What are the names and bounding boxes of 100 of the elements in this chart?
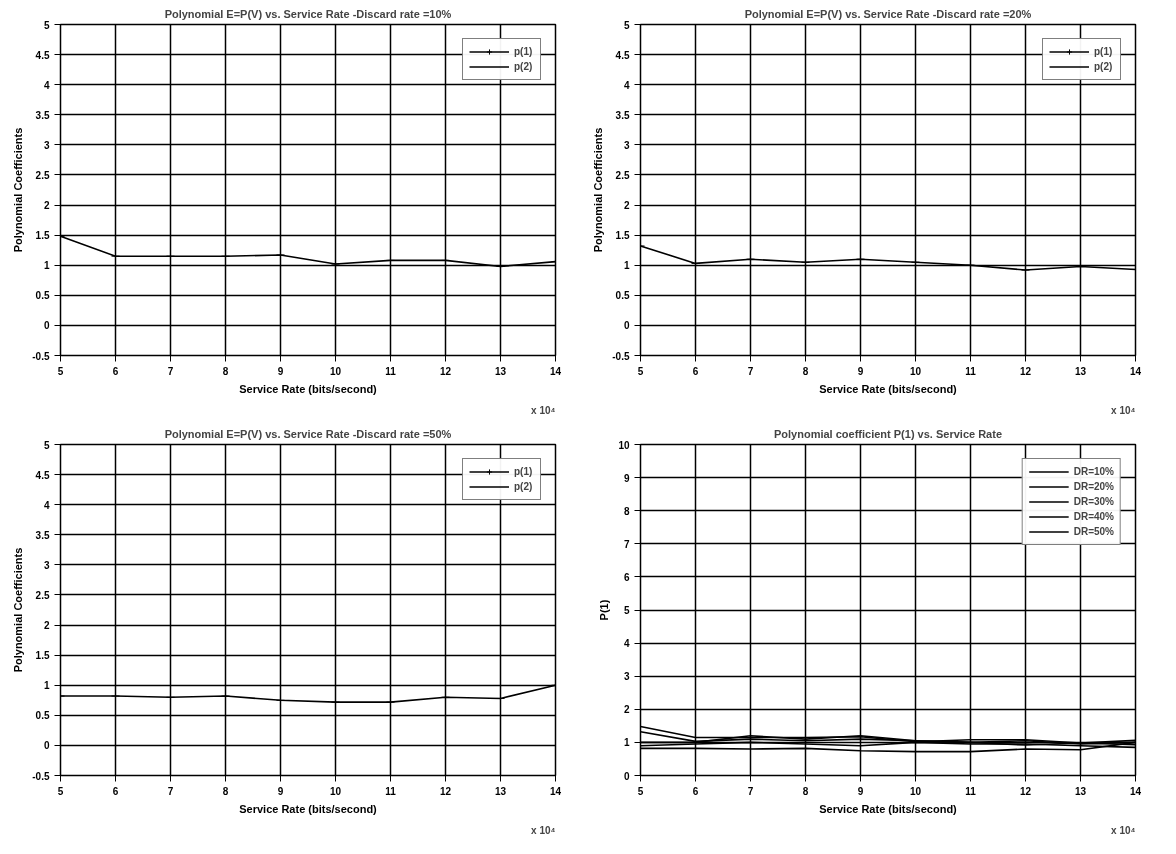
x-tick-label: 8 [222,785,229,797]
chart-title: Polynomial E=P(V) vs. Service Rate -Discard rate =20% [744,7,1032,20]
x-tick-label: 8 [802,365,809,377]
y-tick-label: 7 [623,538,630,550]
legend-label: p(1) [514,45,534,58]
legend-label: DR=30% [1073,495,1114,508]
x-tick-label: 11 [965,365,977,377]
x-tick-label: 9 [857,785,864,797]
x-tick-label: 14 [549,785,562,797]
x-axis-title: Service Rate (bits/second) [239,802,378,815]
y-tick-label: 1 [623,260,630,272]
legend-label: p(1) [1094,45,1114,58]
x-tick-label: 8 [802,785,809,797]
x-tick-label: 6 [112,365,119,377]
y-tick-label: -0.5 [612,350,630,362]
x-tick-label: 9 [277,785,284,797]
y-tick-label: 0 [43,740,50,752]
x-tick-label: 10 [329,785,342,797]
y-tick-label: 4.5 [35,469,50,481]
x-tick-label: 14 [1129,365,1142,377]
x-tick-label: 7 [167,365,174,377]
text: x 10⁴ [1111,404,1136,416]
x-tick-label: 7 [747,365,754,377]
y-tick-label: 1.5 [615,230,630,242]
y-tick-label: 0 [43,320,50,332]
y-tick-label: 3.5 [615,109,630,121]
y-tick-label: 8 [623,505,630,517]
x-tick-label: 6 [692,365,699,377]
legend-label: DR=40% [1073,510,1114,523]
x-tick-label: 12 [439,365,452,377]
y-axis-title: Polynomial Coefficients [12,127,25,253]
y-tick-label: 5 [43,19,50,31]
y-tick-label: 4 [43,499,50,511]
x-tick-label: 9 [277,365,284,377]
x-tick-label: 5 [57,365,64,377]
legend-label: p(2) [514,60,534,73]
y-tick-label: 0.5 [35,710,50,722]
y-tick-label: 5 [43,439,50,451]
x-tick-label: 13 [494,785,507,797]
legend-label: DR=10% [1073,465,1114,478]
x-tick-label: 9 [857,365,864,377]
x-tick-label: 11 [965,785,977,797]
x-tick-label: 14 [549,365,562,377]
y-tick-label: 6 [623,571,630,583]
y-tick-label: 4.5 [35,49,50,61]
legend-label: p(1) [514,465,534,478]
x-axis-title: Service Rate (bits/second) [819,382,958,395]
y-tick-label: 0 [623,320,630,332]
y-tick-label: 2.5 [615,169,630,181]
y-tick-label: 1 [43,680,50,692]
chart-title: Polynomial E=P(V) vs. Service Rate -Discard rate =10% [164,7,452,20]
legend-label: p(2) [1094,60,1114,73]
y-tick-label: 2.5 [35,169,50,181]
x-tick-label: 10 [329,365,342,377]
x-tick-label: 13 [1074,785,1087,797]
y-tick-label: 2 [43,620,50,632]
x-tick-label: 11 [385,785,397,797]
y-tick-label: 0.5 [615,290,630,302]
x-tick-label: 10 [909,365,922,377]
x-tick-label: 5 [637,785,644,797]
y-tick-label: 2 [623,200,630,212]
y-tick-label: 3.5 [35,529,50,541]
y-tick-label: 5 [623,605,630,616]
y-tick-label: -0.5 [32,350,50,362]
y-tick-label: 0 [623,770,630,782]
x-tick-label: 10 [909,785,922,797]
x-axis-title: Service Rate (bits/second) [239,382,378,395]
x-tick-label: 12 [1019,365,1032,377]
y-tick-label: 9 [623,472,630,484]
x-tick-label: 13 [1074,365,1087,377]
y-axis-title: Polynomial Coefficients [592,127,605,253]
y-tick-label: 4.5 [615,49,630,61]
legend-label: DR=50% [1073,525,1114,538]
legend-label: DR=20% [1073,480,1114,493]
legend-label: p(2) [514,480,534,493]
y-tick-label: 4 [43,79,50,91]
y-tick-label: 0.5 [35,290,50,302]
chart-title: Polynomial E=P(V) vs. Service Rate -Discard rate =50% [164,427,452,440]
y-tick-label: -0.5 [32,770,50,782]
y-tick-label: 3 [43,559,50,571]
y-tick-label: 1.5 [35,650,50,662]
x-tick-label: 7 [747,785,754,797]
chart-title: Polynomial coefficient P(1) vs. Service Rate [773,427,1003,440]
x-tick-label: 5 [57,785,64,797]
text: x 10⁴ [531,824,556,836]
y-tick-label: 2.5 [35,589,50,601]
y-axis-title: P(1) [598,599,611,621]
y-tick-label: 3 [623,671,630,683]
y-tick-label: 1 [623,737,630,749]
y-tick-label: 2 [43,200,50,212]
y-tick-label: 3.5 [35,109,50,121]
y-tick-label: 5 [623,19,630,31]
x-tick-label: 13 [494,365,507,377]
x-tick-label: 12 [1019,785,1032,797]
x-tick-label: 12 [439,785,452,797]
text: x 10⁴ [531,404,556,416]
y-tick-label: 1 [43,260,50,272]
y-tick-label: 4 [623,638,630,650]
y-tick-label: 10 [618,439,630,451]
y-axis-title: Polynomial Coefficients [12,547,25,673]
